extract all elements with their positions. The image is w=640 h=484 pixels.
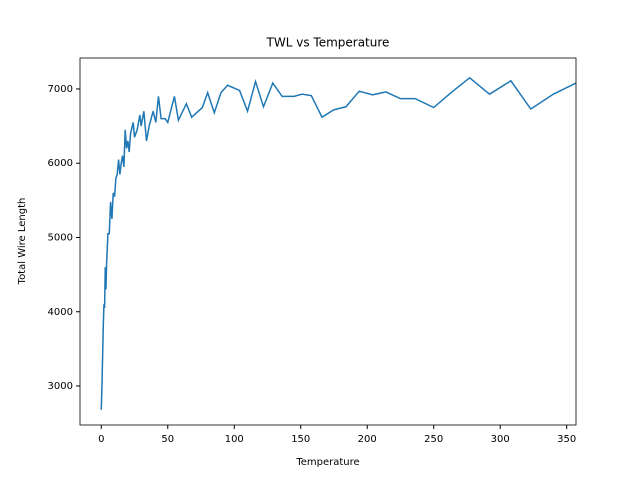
y-tick-label: 7000 — [48, 84, 73, 95]
y-tick-label: 6000 — [48, 158, 73, 169]
x-tick-label: 200 — [358, 434, 377, 445]
y-tick-label: 4000 — [48, 307, 73, 318]
x-tick-label: 250 — [424, 434, 443, 445]
x-tick-label: 150 — [291, 434, 310, 445]
x-tick-label: 300 — [491, 434, 510, 445]
y-tick-label: 3000 — [48, 381, 73, 392]
x-tick-label: 0 — [98, 434, 104, 445]
x-axis-label: Temperature — [295, 457, 359, 468]
plot-frame — [79, 57, 577, 426]
data-line — [100, 76, 576, 410]
y-tick-label: 5000 — [48, 232, 73, 243]
y-axis-label: Total Wire Length — [17, 198, 28, 286]
x-tick-label: 50 — [161, 434, 174, 445]
chart-title: TWL vs Temperature — [266, 36, 390, 50]
x-tick-label: 350 — [557, 434, 576, 445]
x-tick-label: 100 — [225, 434, 244, 445]
